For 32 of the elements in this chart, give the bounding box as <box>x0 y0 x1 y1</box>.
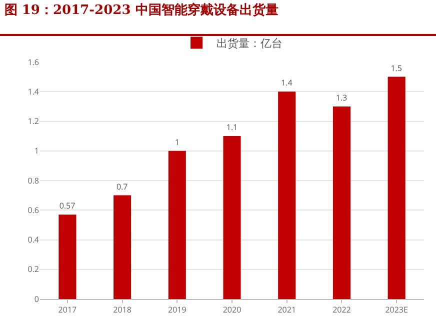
bar <box>388 76 406 299</box>
legend-label: 出货量：亿台 <box>216 37 282 50</box>
x-tick-label: 2023E <box>385 304 408 316</box>
data-label: 1.4 <box>281 78 293 89</box>
x-tick-label: 2021 <box>278 304 296 316</box>
data-label: 1.3 <box>336 92 348 104</box>
x-tick-label: 2017 <box>58 304 78 316</box>
y-tick-label: 0 <box>34 294 40 305</box>
x-tick-label: 2020 <box>222 304 242 316</box>
data-label: 1.5 <box>390 62 402 74</box>
y-tick-label: 1.4 <box>28 86 40 98</box>
y-tick-label: 1 <box>34 146 39 157</box>
x-tick-label: 2019 <box>168 304 187 316</box>
x-tick-label: 2018 <box>113 304 132 316</box>
data-label: 1.1 <box>226 122 238 134</box>
y-tick-label: 0.8 <box>28 175 40 186</box>
y-tick-label: 1.2 <box>28 116 40 128</box>
y-tick-label: 0.6 <box>28 204 40 216</box>
y-tick-label: 0.4 <box>28 234 40 246</box>
bar <box>114 195 132 299</box>
y-tick-label: 1.6 <box>28 56 40 68</box>
bar <box>58 214 76 299</box>
data-label: 0.7 <box>116 181 128 192</box>
bar <box>168 150 186 299</box>
bar <box>332 106 350 299</box>
bar <box>223 136 241 299</box>
y-tick-label: 0.2 <box>28 264 40 276</box>
bar <box>278 92 296 299</box>
x-tick-label: 2022 <box>332 304 352 316</box>
data-label: 1 <box>174 136 180 148</box>
data-label: 0.57 <box>59 200 76 212</box>
chart-title: 图 19：2017-2023 中国智能穿戴设备出货量 <box>4 2 278 18</box>
